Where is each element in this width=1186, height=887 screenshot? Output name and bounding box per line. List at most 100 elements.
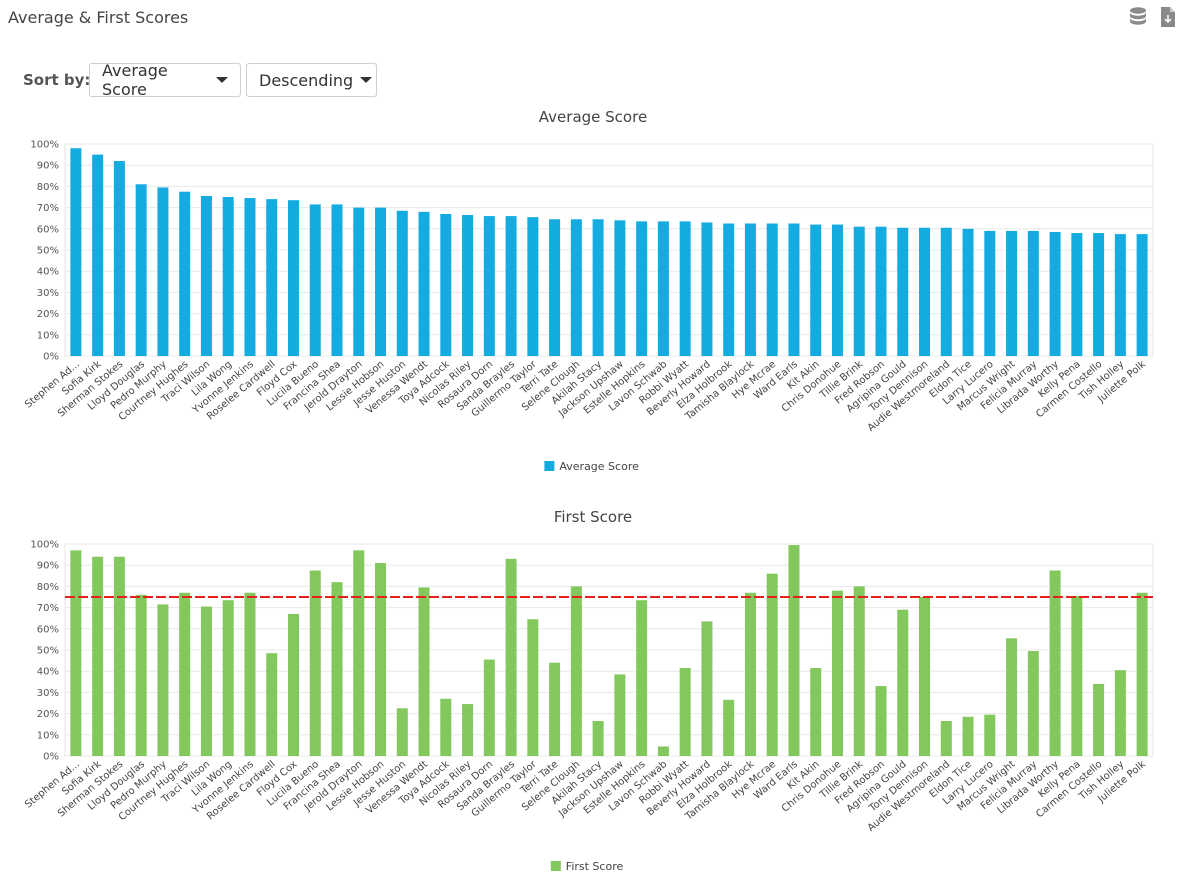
page-title: Average & First Scores xyxy=(8,8,189,27)
average-bar xyxy=(1027,230,1039,356)
first-bar xyxy=(135,594,147,756)
average-bar xyxy=(222,197,234,356)
average-bar xyxy=(962,228,974,356)
average-y-tick-label: 10% xyxy=(37,330,59,341)
average-y-tick-label: 60% xyxy=(37,224,59,235)
first-y-tick-label: 20% xyxy=(37,709,59,720)
first-bar xyxy=(1071,595,1083,756)
average-bar xyxy=(657,221,669,356)
average-bar xyxy=(92,154,104,356)
first-legend-label: First Score xyxy=(566,860,624,873)
average-bar xyxy=(614,220,626,356)
average-bar xyxy=(570,219,582,356)
first-bar xyxy=(636,600,648,756)
first-y-tick-label: 70% xyxy=(37,603,59,614)
first-bar xyxy=(897,609,909,756)
first-bar xyxy=(462,704,474,756)
first-bar xyxy=(113,556,125,756)
first-bar xyxy=(940,721,952,756)
average-bar xyxy=(853,226,865,356)
first-bar xyxy=(875,686,887,756)
average-bar xyxy=(1136,234,1148,356)
average-bar xyxy=(505,216,517,356)
average-bar xyxy=(440,213,452,356)
first-bar xyxy=(375,563,387,756)
average-bar xyxy=(418,211,430,356)
average-bar xyxy=(919,227,931,356)
average-bar xyxy=(875,226,887,356)
average-bar xyxy=(309,204,321,356)
first-bar xyxy=(483,659,495,756)
first-y-tick-label: 60% xyxy=(37,624,59,635)
average-bar xyxy=(1049,231,1061,356)
first-bar xyxy=(527,619,539,756)
first-bar xyxy=(679,668,691,756)
first-bar xyxy=(505,558,517,756)
first-bar xyxy=(179,592,191,756)
first-bar xyxy=(810,668,822,756)
first-bar xyxy=(157,604,169,756)
first-bar xyxy=(1136,592,1148,756)
chevron-down-icon xyxy=(360,77,373,83)
first-legend: First Score xyxy=(550,860,624,873)
first-bar xyxy=(1027,651,1039,756)
average-bar xyxy=(723,223,735,356)
first-bar xyxy=(309,570,321,756)
first-bar xyxy=(353,550,365,756)
average-bar xyxy=(831,224,843,356)
average-bar xyxy=(940,227,952,356)
average-score-chart: Average Score 0% 10% 20% 30% 40% 50% 60% 70% 80% 9… xyxy=(23,108,1154,473)
average-bar xyxy=(679,221,691,356)
average-y-tick-label: 20% xyxy=(37,309,59,320)
export-file-icon[interactable] xyxy=(1158,6,1178,28)
sort-order-dropdown[interactable]: Descending xyxy=(246,63,377,97)
first-bar xyxy=(744,592,756,756)
average-bar xyxy=(788,223,800,356)
first-bar xyxy=(440,698,452,756)
average-y-tick-label: 100% xyxy=(30,140,59,151)
first-bar xyxy=(919,597,931,756)
first-bar xyxy=(570,586,582,756)
average-bar xyxy=(701,222,713,356)
average-bar xyxy=(135,184,147,356)
average-bar xyxy=(375,207,387,356)
first-y-tick-label: 90% xyxy=(37,561,59,572)
first-legend-swatch xyxy=(550,861,561,871)
average-legend: Average Score xyxy=(544,460,639,473)
average-bar xyxy=(244,198,256,356)
first-bar xyxy=(92,556,104,756)
average-bar xyxy=(266,199,278,356)
average-bar xyxy=(396,210,408,356)
average-y-tick-label: 50% xyxy=(37,246,59,257)
average-bar xyxy=(331,204,343,356)
average-bar xyxy=(113,160,125,356)
average-legend-label: Average Score xyxy=(559,460,639,473)
sort-by-label: Sort by: xyxy=(23,71,91,89)
average-bar xyxy=(810,224,822,356)
average-bar xyxy=(462,215,474,356)
average-bar xyxy=(592,219,604,356)
first-chart-title: First Score xyxy=(554,508,632,526)
sort-order-value: Descending xyxy=(259,70,354,90)
first-bar xyxy=(1114,670,1126,756)
average-bar xyxy=(70,148,82,356)
average-bar xyxy=(766,223,778,356)
database-icon[interactable] xyxy=(1128,6,1148,28)
sort-field-value: Average Score xyxy=(102,61,168,99)
first-bar xyxy=(287,613,299,756)
average-bar xyxy=(984,230,996,356)
first-bar xyxy=(222,600,234,756)
average-bar xyxy=(1093,233,1105,356)
average-bar xyxy=(744,223,756,356)
sort-field-dropdown[interactable]: Average Score xyxy=(89,61,241,99)
first-y-tick-label: 40% xyxy=(37,667,59,678)
first-bar xyxy=(266,653,278,756)
average-y-tick-label: 0% xyxy=(43,352,59,363)
average-bar xyxy=(527,217,539,356)
first-bar xyxy=(788,545,800,756)
first-y-tick-label: 80% xyxy=(37,582,59,593)
average-bar xyxy=(636,221,648,356)
first-score-chart: First Score 0% 10% 20% 30% 40% 50% 60% 70% 80% 90%… xyxy=(23,508,1154,873)
average-y-tick-label: 30% xyxy=(37,288,59,299)
first-bar xyxy=(592,721,604,756)
